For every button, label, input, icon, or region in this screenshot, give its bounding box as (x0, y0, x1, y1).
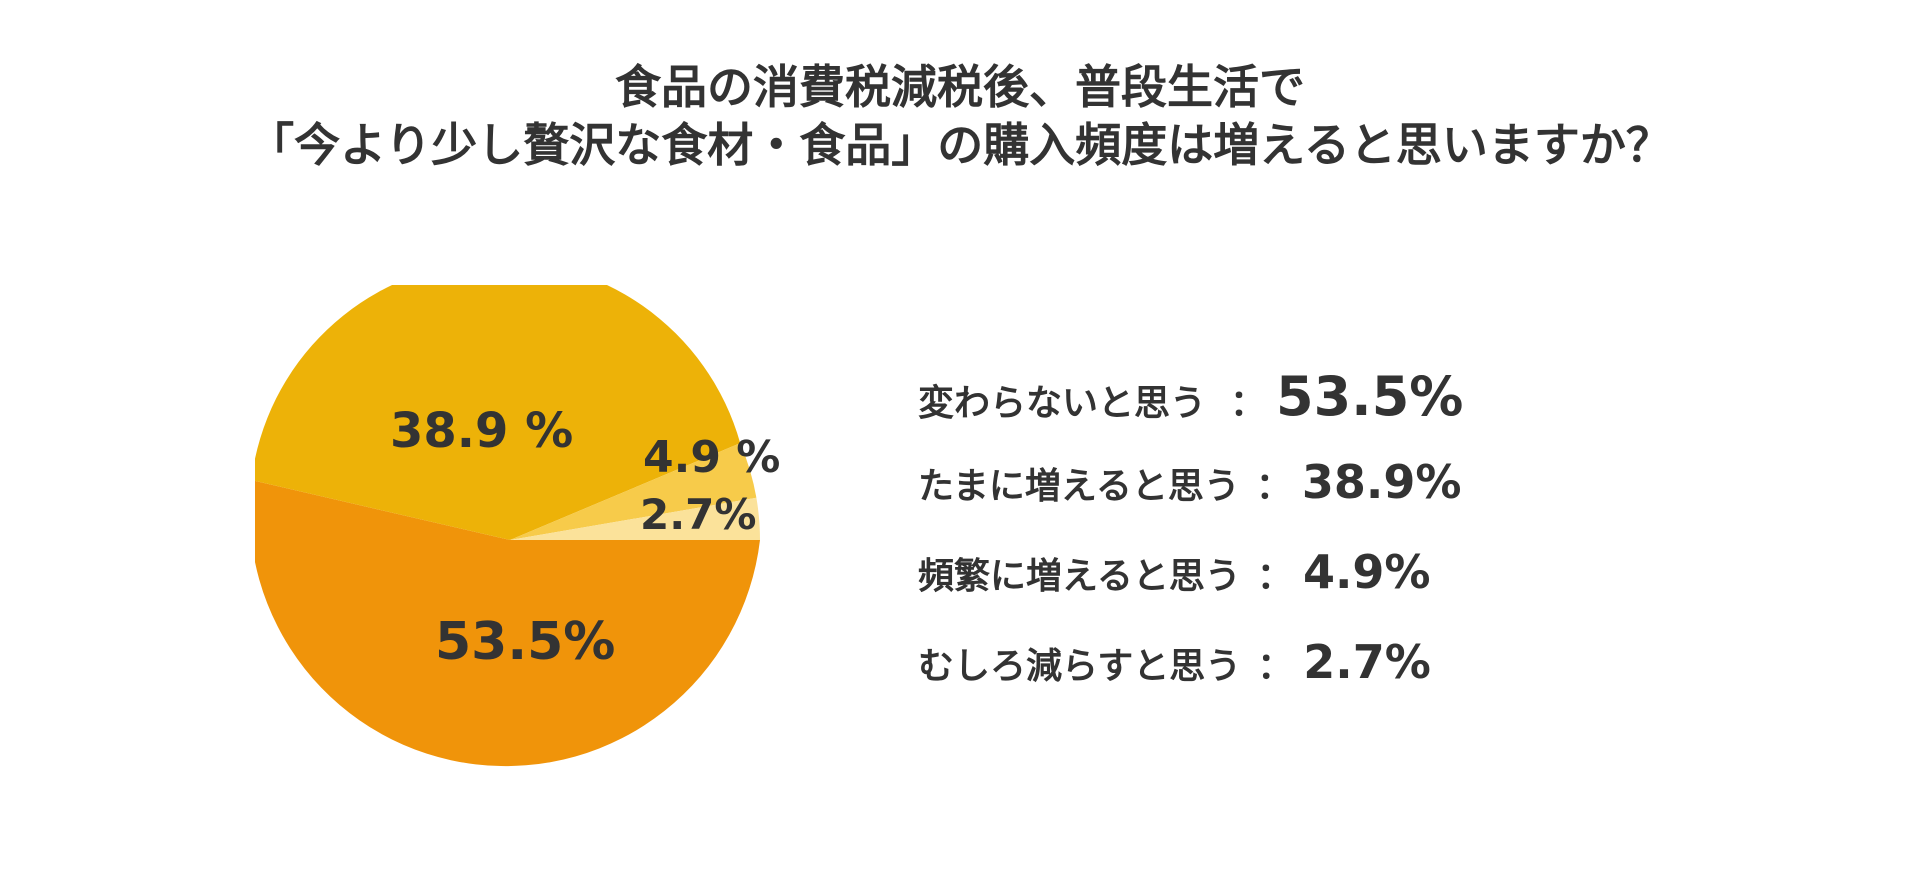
legend-colon: ： (1230, 383, 1267, 424)
chart-title-line-2: 「今より少し贅沢な食材・食品」の購入頻度は増えると思いますか？ (248, 118, 1672, 172)
pie-chart (255, 285, 760, 767)
legend-value: 4.9% (1302, 545, 1431, 599)
chart-title-line-1: 食品の消費税減税後、普段生活で (615, 60, 1305, 114)
slice-unchanged (255, 480, 760, 767)
legend-label: 変わらないと思う (918, 383, 1207, 424)
slice-label-sometimes-increase: 38.9 % (390, 403, 574, 459)
legend-colon: ： (1257, 646, 1294, 687)
legend-item-frequently-increase: 頻繁に増えると思う ： 4.9% (918, 545, 1463, 635)
legend-item-sometimes-increase: たまに増えると思う ： 38.9% (918, 455, 1463, 545)
legend-value: 2.7% (1303, 635, 1431, 689)
slice-decrease (510, 497, 760, 540)
legend-label: 頻繁に増えると思う (918, 556, 1241, 597)
legend-value: 38.9% (1301, 455, 1462, 509)
legend-item-unchanged: 変わらないと思う ： 53.5% (918, 365, 1463, 455)
chart-title: 食品の消費税減税後、普段生活で 「今より少し贅沢な食材・食品」の購入頻度は増える… (0, 58, 1920, 174)
legend-label: むしろ減らすと思う (918, 646, 1242, 687)
legend-colon: ： (1255, 466, 1292, 507)
slice-sometimes-increase (255, 285, 741, 540)
legend: 変わらないと思う ： 53.5% たまに増えると思う ： 38.9% 頻繁に増え… (918, 365, 1463, 725)
slice-label-decrease: 2.7% (640, 490, 757, 539)
legend-colon: ： (1256, 556, 1293, 597)
legend-value: 53.5% (1276, 365, 1464, 428)
legend-item-decrease: むしろ減らすと思う ： 2.7% (918, 635, 1463, 725)
slice-label-frequently-increase: 4.9 % (643, 432, 781, 483)
slice-label-unchanged: 53.5% (435, 612, 616, 672)
legend-label: たまに増えると思う (918, 466, 1240, 507)
slice-frequently-increase (510, 443, 757, 540)
